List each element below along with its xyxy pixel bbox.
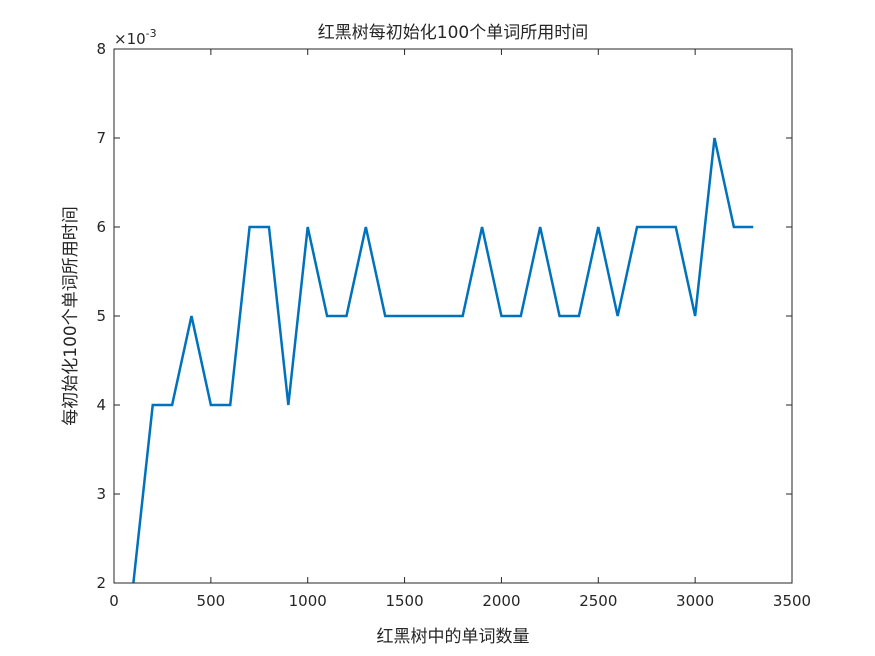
x-tick-label: 3000 (676, 592, 714, 610)
x-tick-label: 1000 (289, 592, 327, 610)
x-tick-label: 500 (197, 592, 226, 610)
y-tick-label: 3 (96, 485, 106, 503)
y-tick-label: 5 (96, 307, 106, 325)
x-tick-label: 3500 (773, 592, 811, 610)
y-tick-label: 8 (96, 40, 106, 58)
tick-labels-layer: 0 500 1000 1500 2000 2500 3000 3500 2 3 4 5 6 7 8 (96, 40, 811, 610)
y-exponent-power: -3 (146, 27, 157, 40)
y-tick-label: 4 (96, 396, 106, 414)
x-tick-label: 0 (109, 592, 119, 610)
x-axis-title: 红黑树中的单词数量 (377, 627, 530, 647)
x-tick-label: 1500 (385, 592, 423, 610)
ticks-layer (113, 48, 793, 584)
y-exponent-base: ×10 (114, 30, 146, 48)
y-axis-title: 每初始化100个单词所用时间 (61, 206, 81, 425)
y-tick-label: 7 (96, 129, 106, 147)
chart-title: 红黑树每初始化100个单词所用时间 (318, 23, 588, 43)
y-exponent-label: ×10-3 (114, 27, 157, 48)
y-tick-label: 6 (96, 218, 106, 236)
x-tick-label: 2500 (579, 592, 617, 610)
y-tick-label: 2 (96, 574, 106, 592)
x-tick-label: 2000 (482, 592, 520, 610)
